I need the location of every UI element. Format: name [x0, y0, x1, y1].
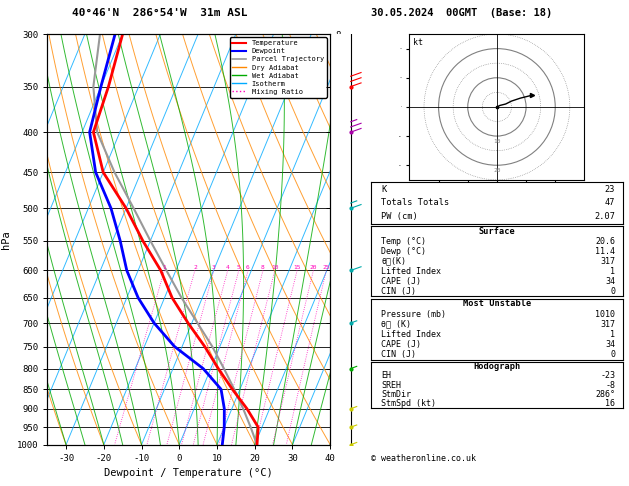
Text: PW (cm): PW (cm): [381, 212, 418, 221]
Text: 10: 10: [493, 139, 501, 144]
Text: 11.4: 11.4: [595, 247, 615, 256]
Text: Surface: Surface: [479, 226, 515, 236]
Text: kt: kt: [413, 38, 423, 48]
Text: 8: 8: [261, 265, 265, 270]
Text: Totals Totals: Totals Totals: [381, 198, 450, 208]
Text: 15: 15: [293, 265, 301, 270]
Text: StmDir: StmDir: [381, 390, 411, 399]
Text: Lifted Index: Lifted Index: [381, 267, 441, 276]
Y-axis label: hPa: hPa: [1, 230, 11, 249]
Text: LCL: LCL: [335, 419, 348, 428]
Text: Lifted Index: Lifted Index: [381, 330, 441, 339]
Text: 0: 0: [610, 287, 615, 296]
Text: 47: 47: [604, 198, 615, 208]
Text: 20: 20: [493, 168, 501, 173]
Text: 40°46'N  286°54'W  31m ASL: 40°46'N 286°54'W 31m ASL: [72, 8, 248, 18]
Text: 1: 1: [162, 265, 166, 270]
Text: Temp (°C): Temp (°C): [381, 237, 426, 245]
Text: 20.6: 20.6: [595, 237, 615, 245]
Y-axis label: km
ASL: km ASL: [344, 220, 359, 239]
Text: -23: -23: [600, 371, 615, 381]
Text: CIN (J): CIN (J): [381, 350, 416, 359]
Text: 1: 1: [610, 330, 615, 339]
Text: SREH: SREH: [381, 381, 401, 390]
Text: -8: -8: [605, 381, 615, 390]
Text: 16: 16: [605, 399, 615, 408]
Text: Pressure (mb): Pressure (mb): [381, 310, 446, 319]
Text: 2: 2: [193, 265, 197, 270]
Text: CAPE (J): CAPE (J): [381, 277, 421, 286]
Text: 4: 4: [226, 265, 230, 270]
Text: K: K: [381, 185, 386, 193]
Text: 317: 317: [600, 320, 615, 329]
Text: 34: 34: [605, 277, 615, 286]
Text: 30.05.2024  00GMT  (Base: 18): 30.05.2024 00GMT (Base: 18): [371, 8, 552, 18]
Text: 20: 20: [309, 265, 317, 270]
Text: 10: 10: [271, 265, 279, 270]
Text: Dewp (°C): Dewp (°C): [381, 247, 426, 256]
Text: CIN (J): CIN (J): [381, 287, 416, 296]
Text: 286°: 286°: [595, 390, 615, 399]
Text: 5: 5: [237, 265, 241, 270]
X-axis label: Dewpoint / Temperature (°C): Dewpoint / Temperature (°C): [104, 469, 273, 478]
Text: 3: 3: [212, 265, 216, 270]
Text: θᴇ (K): θᴇ (K): [381, 320, 411, 329]
Text: Hodograph: Hodograph: [473, 362, 521, 371]
Text: © weatheronline.co.uk: © weatheronline.co.uk: [371, 454, 476, 464]
Text: StmSpd (kt): StmSpd (kt): [381, 399, 436, 408]
Text: 23: 23: [604, 185, 615, 193]
Text: θᴇ(K): θᴇ(K): [381, 257, 406, 266]
Text: 1: 1: [610, 267, 615, 276]
Text: 1010: 1010: [595, 310, 615, 319]
Legend: Temperature, Dewpoint, Parcel Trajectory, Dry Adiabat, Wet Adiabat, Isotherm, Mi: Temperature, Dewpoint, Parcel Trajectory…: [230, 37, 326, 98]
Text: 317: 317: [600, 257, 615, 266]
Text: 0: 0: [610, 350, 615, 359]
Text: 34: 34: [605, 340, 615, 349]
Text: 25: 25: [323, 265, 330, 270]
Text: CAPE (J): CAPE (J): [381, 340, 421, 349]
Text: 6: 6: [246, 265, 250, 270]
Text: 2.07: 2.07: [594, 212, 615, 221]
Text: Most Unstable: Most Unstable: [463, 299, 531, 309]
Text: EH: EH: [381, 371, 391, 381]
